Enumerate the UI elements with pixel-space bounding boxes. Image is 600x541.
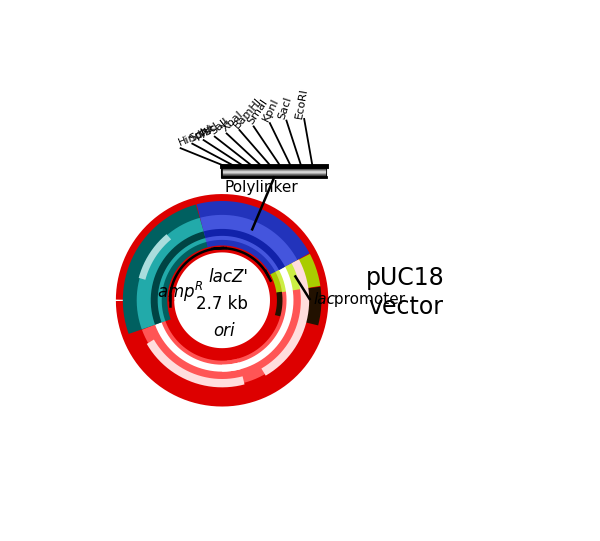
Text: SacI: SacI — [277, 95, 293, 121]
Text: ori: ori — [214, 322, 235, 340]
Text: vector: vector — [368, 295, 443, 319]
Bar — [222, 166, 326, 177]
Text: HindIII: HindIII — [177, 126, 214, 148]
Text: BamHI: BamHI — [232, 96, 263, 130]
Text: 2.7 kb: 2.7 kb — [196, 295, 248, 313]
Text: SmaI: SmaI — [245, 97, 269, 127]
Text: promoter: promoter — [329, 292, 405, 307]
Text: PstI: PstI — [198, 121, 220, 140]
Text: SalI: SalI — [209, 116, 231, 137]
Text: SphI: SphI — [188, 123, 214, 144]
Text: XbaI: XbaI — [220, 109, 245, 134]
Text: KpnI: KpnI — [261, 97, 281, 123]
Text: lacZ': lacZ' — [208, 268, 248, 286]
Text: Polylinker: Polylinker — [224, 180, 298, 195]
Text: lac: lac — [314, 292, 336, 307]
Text: EcoRI: EcoRI — [295, 87, 310, 119]
Text: $amp^R$: $amp^R$ — [157, 280, 204, 304]
Text: pUC18: pUC18 — [366, 266, 445, 290]
